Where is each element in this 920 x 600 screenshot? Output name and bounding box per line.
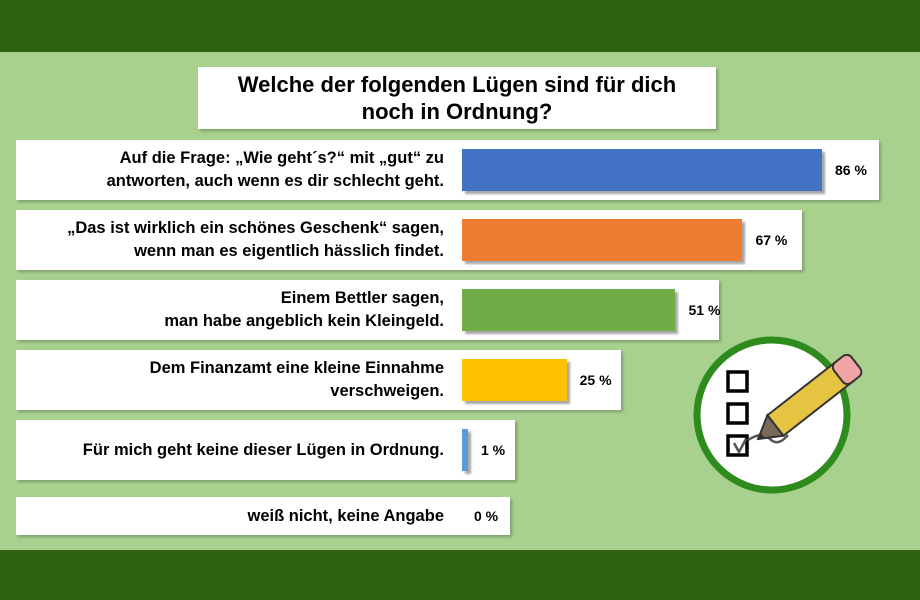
checkbox-2 bbox=[726, 402, 749, 425]
category-label: „Das ist wirklich ein schönes Geschenk“ … bbox=[67, 219, 444, 260]
category-label: Dem Finanzamt eine kleine Einnahme versc… bbox=[149, 359, 444, 400]
bar bbox=[462, 359, 567, 401]
row-box bbox=[16, 420, 515, 480]
bar bbox=[462, 149, 822, 191]
value-label: 25 % bbox=[579, 372, 612, 388]
checkbox-3 bbox=[726, 434, 749, 457]
bottom-band bbox=[0, 550, 920, 600]
pencil bbox=[756, 353, 863, 441]
checklist-pencil-icon bbox=[690, 335, 870, 500]
category-label: weiß nicht, keine Angabe bbox=[247, 506, 444, 525]
bar bbox=[462, 289, 676, 331]
bar bbox=[462, 429, 468, 471]
value-label: 86 % bbox=[835, 162, 867, 178]
value-label: 0 % bbox=[474, 508, 499, 524]
top-band bbox=[0, 0, 920, 52]
value-label: 51 % bbox=[688, 302, 721, 318]
value-label: 67 % bbox=[755, 232, 788, 248]
chart-title: Welche der folgenden Lügen sind für dich… bbox=[198, 67, 716, 129]
category-label: Auf die Frage: „Wie geht´s?“ mit „gut“ z… bbox=[106, 149, 444, 190]
category-label: Für mich geht keine dieser Lügen in Ordn… bbox=[82, 440, 444, 459]
row-box bbox=[16, 497, 510, 535]
value-label: 1 % bbox=[481, 442, 506, 458]
checkbox-1 bbox=[726, 370, 749, 393]
category-label: Einem Bettler sagen, man habe angeblich … bbox=[164, 289, 444, 330]
check-mark bbox=[732, 438, 748, 455]
scribble-line bbox=[747, 434, 789, 444]
bar bbox=[462, 219, 743, 261]
